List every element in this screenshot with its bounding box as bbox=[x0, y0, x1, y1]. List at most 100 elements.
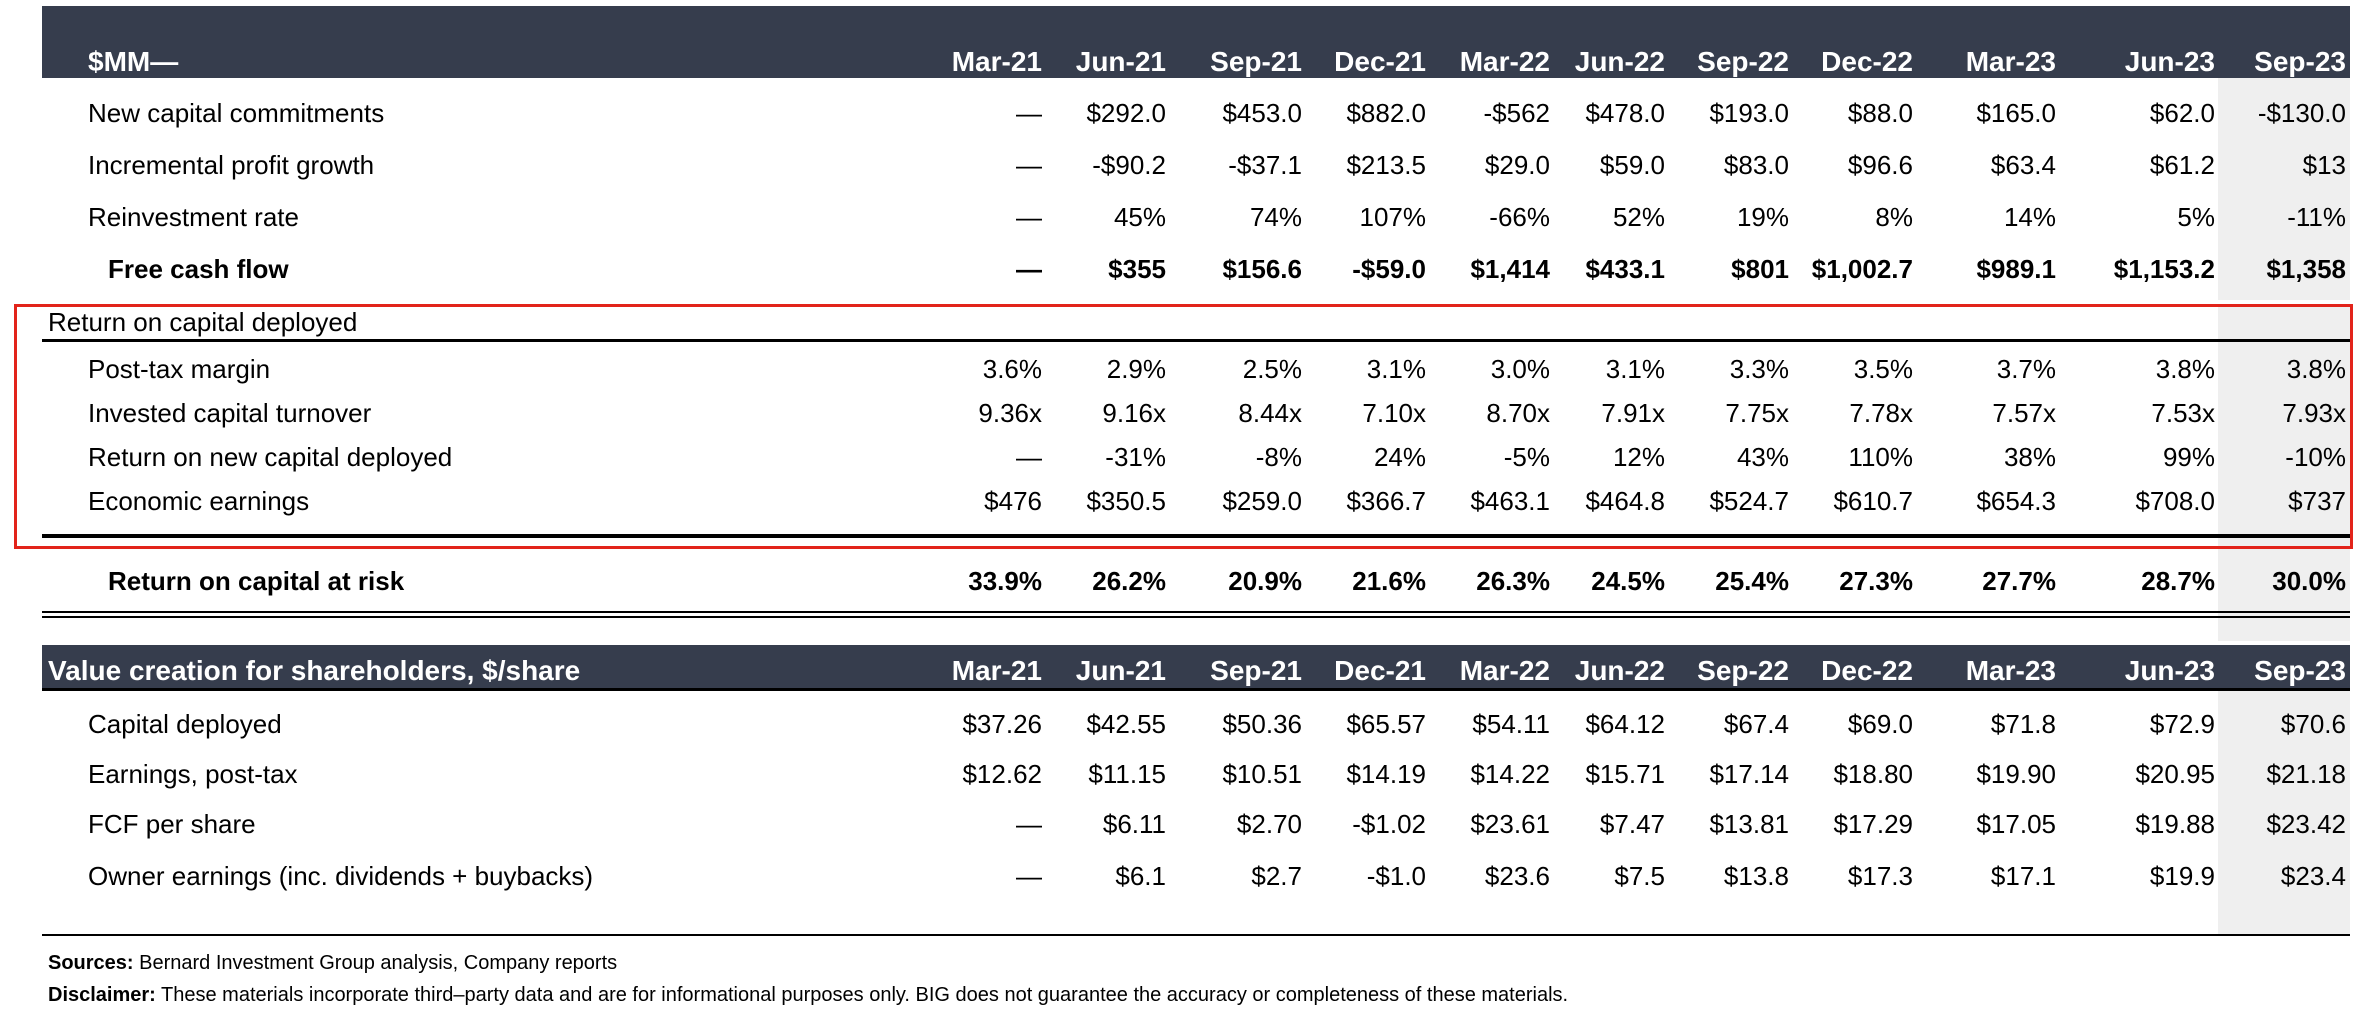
row-value: $23.42 bbox=[2266, 809, 2346, 839]
disclaimer-note: Disclaimer: These materials incorporate … bbox=[48, 984, 1568, 1007]
row-value: 26.3% bbox=[1476, 566, 1550, 596]
row-value: $18.80 bbox=[1833, 759, 1913, 789]
row-value: 99% bbox=[2162, 442, 2215, 472]
row-value: 12% bbox=[1612, 442, 1665, 472]
row-value: 3.3% bbox=[1729, 354, 1789, 384]
table-row: Reinvestment rate — 45% 74% 107% -66% 52% 19% 8%… bbox=[0, 197, 2370, 237]
sources-text: Bernard Investment Group analysis, Compa… bbox=[133, 952, 618, 974]
row-value: $14.22 bbox=[1470, 759, 1550, 789]
row-value: — bbox=[1016, 202, 1042, 232]
row-value: $20.95 bbox=[2135, 759, 2215, 789]
row-value: 8% bbox=[1875, 202, 1913, 232]
row-value: 107% bbox=[1359, 202, 1427, 232]
row-value: -31% bbox=[1105, 442, 1166, 472]
row-label: Capital deployed bbox=[88, 709, 282, 739]
row-value: $10.51 bbox=[1222, 759, 1302, 789]
row-value: — bbox=[1016, 98, 1042, 128]
row-value: 3.8% bbox=[2286, 354, 2346, 384]
table-row: Economic earnings $476 $350.5 $259.0 $366.7 $… bbox=[0, 481, 2370, 521]
section2-bottom-rule bbox=[42, 534, 2350, 538]
section2-top-rule bbox=[42, 339, 2350, 342]
column-header-dec-21: Dec-21 bbox=[1334, 46, 1426, 77]
row-value: $17.3 bbox=[1847, 861, 1913, 891]
row-value: $42.55 bbox=[1086, 709, 1166, 739]
row-value: $610.7 bbox=[1833, 486, 1913, 516]
row-value: $23.6 bbox=[1484, 861, 1550, 891]
header-row-value-creation: Value creation for shareholders, $/share… bbox=[0, 651, 2370, 691]
row-value: 28.7% bbox=[2141, 566, 2215, 596]
row-value: 20.9% bbox=[1228, 566, 1302, 596]
row-value: $737 bbox=[2288, 486, 2346, 516]
row-value: $21.18 bbox=[2266, 759, 2346, 789]
column-header-sep-21: Sep-21 bbox=[1210, 46, 1302, 77]
column-header-jun-23: Jun-23 bbox=[2124, 46, 2215, 77]
row-value: $1,414 bbox=[1470, 254, 1550, 284]
row-value: 3.0% bbox=[1490, 354, 1550, 384]
row-value: $13 bbox=[2302, 150, 2346, 180]
row-value: $61.2 bbox=[2149, 150, 2215, 180]
section2-title-row: Return on capital deployed bbox=[0, 302, 2370, 342]
row-value: -$59.0 bbox=[1352, 254, 1426, 284]
row-value: 24.5% bbox=[1591, 566, 1665, 596]
row-value: $23.61 bbox=[1470, 809, 1550, 839]
row-value: — bbox=[1016, 809, 1042, 839]
double-rule-bottom bbox=[42, 616, 2350, 618]
row-value: $19.9 bbox=[2149, 861, 2215, 891]
row-value: 38% bbox=[2003, 442, 2056, 472]
row-value: $2.7 bbox=[1251, 861, 1302, 891]
section3-header-rule bbox=[42, 688, 2350, 691]
row-value: $12.62 bbox=[962, 759, 1042, 789]
section2-title: Return on capital deployed bbox=[48, 307, 358, 337]
row-value: 7.75x bbox=[1725, 398, 1789, 428]
row-value: $72.9 bbox=[2149, 709, 2215, 739]
table-row: FCF per share — $6.11 $2.70 -$1.02 $23.61 $7.4… bbox=[0, 804, 2370, 844]
row-value: $17.1 bbox=[1990, 861, 2056, 891]
row-value: 3.8% bbox=[2155, 354, 2215, 384]
row-value: 43% bbox=[1736, 442, 1789, 472]
row-value: $15.71 bbox=[1585, 759, 1665, 789]
row-value: $83.0 bbox=[1723, 150, 1789, 180]
row-value: 14% bbox=[2003, 202, 2056, 232]
row-value: $708.0 bbox=[2135, 486, 2215, 516]
total-row: Return on capital at risk 33.9% 26.2% 20.9%… bbox=[0, 561, 2370, 601]
row-value: 3.1% bbox=[1605, 354, 1665, 384]
row-value: $350.5 bbox=[1086, 486, 1166, 516]
column-header-mar-23: Mar-23 bbox=[1965, 655, 2056, 686]
table-row: Owner earnings (inc. dividends + buyback… bbox=[0, 856, 2370, 896]
column-header-sep-23: Sep-23 bbox=[2254, 46, 2346, 77]
row-value: $989.1 bbox=[1976, 254, 2056, 284]
row-value: $366.7 bbox=[1346, 486, 1426, 516]
row-value: 8.70x bbox=[1486, 398, 1550, 428]
row-label: Reinvestment rate bbox=[88, 202, 299, 232]
column-header-jun-21: Jun-21 bbox=[1075, 46, 1166, 77]
row-value: $29.0 bbox=[1484, 150, 1550, 180]
row-value: 3.5% bbox=[1853, 354, 1913, 384]
row-value: $654.3 bbox=[1976, 486, 2056, 516]
row-value: 2.9% bbox=[1106, 354, 1166, 384]
table-row: Post-tax margin 3.6% 2.9% 2.5% 3.1% 3.0% 3.1% 3… bbox=[0, 349, 2370, 389]
column-header-mar-22: Mar-22 bbox=[1459, 655, 1550, 686]
column-header-sep-21: Sep-21 bbox=[1210, 655, 1302, 686]
row-value: $476 bbox=[984, 486, 1042, 516]
row-value: 8.44x bbox=[1238, 398, 1302, 428]
row-value: 5% bbox=[2177, 202, 2215, 232]
table-row: Return on new capital deployed — -31% -8% 24… bbox=[0, 437, 2370, 477]
row-label: New capital commitments bbox=[88, 98, 385, 128]
row-value: -$562 bbox=[1483, 98, 1551, 128]
section3-title: Value creation for shareholders, $/share bbox=[48, 655, 581, 686]
row-value: $88.0 bbox=[1847, 98, 1913, 128]
table-row: Incremental profit growth — -$90.2 -$37.1 $2… bbox=[0, 145, 2370, 185]
row-value: $6.1 bbox=[1115, 861, 1166, 891]
row-value: $70.6 bbox=[2280, 709, 2346, 739]
column-header-sep-22: Sep-22 bbox=[1697, 46, 1789, 77]
row-value: $17.29 bbox=[1833, 809, 1913, 839]
row-value: $71.8 bbox=[1990, 709, 2056, 739]
row-value: $433.1 bbox=[1585, 254, 1665, 284]
disclaimer-label: Disclaimer: bbox=[48, 984, 156, 1006]
row-value: $13.8 bbox=[1723, 861, 1789, 891]
row-value: $63.4 bbox=[1990, 150, 2056, 180]
row-value: -5% bbox=[1503, 442, 1550, 472]
row-value: $50.36 bbox=[1222, 709, 1302, 739]
row-value: -8% bbox=[1255, 442, 1302, 472]
row-value: $62.0 bbox=[2149, 98, 2215, 128]
